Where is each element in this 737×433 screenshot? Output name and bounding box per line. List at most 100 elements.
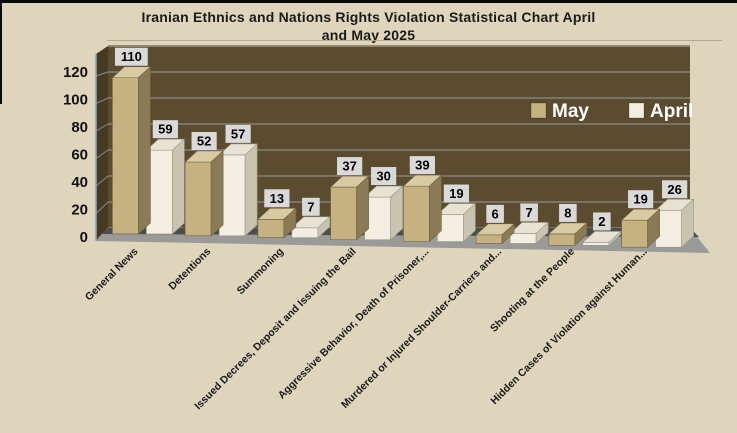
legend-may-label: May <box>552 101 589 122</box>
value-label-bar-may-1: 52 <box>197 133 211 148</box>
bar-may-6-front <box>548 233 576 246</box>
bar-april-3 <box>363 185 404 241</box>
bar-april-6-front <box>582 242 610 246</box>
left-wall-gridline-20 <box>95 201 109 214</box>
value-label-bar-april-0: 59 <box>158 122 172 137</box>
bar-may-1 <box>184 150 224 237</box>
legend-may-swatch <box>530 102 547 119</box>
bar-may-5-front <box>475 234 503 244</box>
value-label-bar-april-7: 26 <box>667 182 681 197</box>
bar-april-2-side <box>317 216 331 239</box>
category-label-4: Aggressive Behavior, Death of Prisoner,.… <box>276 246 432 402</box>
y-tick-label-0: 0 <box>80 229 88 246</box>
bar-april-3-side <box>390 185 403 241</box>
y-tick-label-80: 80 <box>71 119 88 136</box>
value-label-bar-april-1-box <box>225 124 251 143</box>
value-label-bar-may-2-box <box>264 189 290 208</box>
left-border-fragment <box>0 0 2 104</box>
bar-may-6-side <box>574 222 588 246</box>
value-label-bar-may-3: 37 <box>342 159 356 174</box>
category-label-0: General News <box>83 246 141 304</box>
legend-april-label: April <box>650 101 693 122</box>
left-wall-gridline-60 <box>95 149 109 159</box>
value-label-bar-may-6: 8 <box>564 205 571 220</box>
value-label-bar-april-3: 30 <box>376 169 390 184</box>
bar-april-7 <box>654 198 695 248</box>
value-label-bar-may-0-box <box>114 47 148 66</box>
value-label-bar-may-6-box <box>559 203 577 222</box>
value-label-bar-may-0: 110 <box>121 49 142 64</box>
bar-april-2 <box>291 216 331 239</box>
left-wall-gridline-80 <box>95 123 109 132</box>
value-label-bar-april-5-box <box>520 203 538 222</box>
chart-title: Iranian Ethnics and Nations Rights Viola… <box>0 8 737 44</box>
bar-may-7 <box>620 208 661 248</box>
category-label-6: Shooting at the People <box>488 246 577 335</box>
value-label-bar-april-2-box <box>302 197 320 216</box>
value-label-bar-april-4: 19 <box>449 186 463 201</box>
bar-april-2-front <box>291 227 319 239</box>
bar-may-3 <box>329 175 370 241</box>
bar-may-4-side <box>429 174 442 243</box>
value-label-bar-april-4-box <box>443 184 469 203</box>
bar-april-7-side <box>681 198 694 248</box>
bar-may-4 <box>402 174 443 243</box>
value-label-bar-april-2: 7 <box>307 199 314 214</box>
chart-title-line1: Iranian Ethnics and Nations Rights Viola… <box>141 9 596 25</box>
bar-may-0-front <box>112 77 139 235</box>
chart-title-line2: and May 2025 <box>321 27 416 43</box>
bar-may-2 <box>257 207 297 239</box>
value-label-bar-april-6: 2 <box>598 214 605 229</box>
bar-april-6-side <box>608 230 622 246</box>
y-tick-label-40: 40 <box>71 174 88 191</box>
bar-may-0 <box>111 66 152 235</box>
value-label-bar-may-4: 39 <box>415 158 429 173</box>
bar-may-7-front <box>621 219 648 248</box>
value-label-bar-may-5: 6 <box>492 206 499 221</box>
left-wall-gridline-100 <box>95 97 109 104</box>
value-label-bar-april-3-box <box>371 167 397 186</box>
bar-april-5-side <box>535 221 549 245</box>
bar-april-4-side <box>463 202 476 243</box>
value-label-bar-april-5: 7 <box>526 205 533 220</box>
value-label-bar-may-7-box <box>628 190 654 209</box>
y-tick-label-120: 120 <box>63 64 88 81</box>
bar-may-1-side <box>210 150 224 237</box>
bar-april-1-side <box>244 143 258 237</box>
top-border <box>0 0 737 3</box>
category-label-3: Issued Decrees, Deposit and Issuing the … <box>192 246 359 413</box>
bar-april-0-side <box>172 138 185 235</box>
value-label-bar-april-0-box <box>152 120 178 139</box>
value-label-bar-april-7-box <box>662 180 688 199</box>
y-tick-label-60: 60 <box>71 147 88 164</box>
category-label-5: Murdered or Injured Shoulder-Carriers an… <box>339 246 504 411</box>
y-tick-label-100: 100 <box>63 92 88 109</box>
value-label-bar-april-6-box <box>593 212 611 231</box>
category-label-7: Hidden Cases of Violation against Human.… <box>488 246 649 407</box>
bar-may-4-front <box>403 185 430 242</box>
left-wall <box>96 46 108 241</box>
bar-may-0-side <box>138 66 151 235</box>
bar-may-2-side <box>283 207 297 239</box>
bar-may-5 <box>475 223 515 245</box>
value-label-bar-may-3-box <box>337 157 363 176</box>
value-label-bar-may-7: 19 <box>633 192 647 207</box>
value-label-bar-may-5-box <box>486 204 504 223</box>
legend-april-swatch <box>628 102 645 119</box>
category-label-1: Detentions <box>166 246 213 293</box>
bar-may-1-front <box>184 161 212 237</box>
left-wall-gridline-40 <box>95 175 109 187</box>
bar-april-1 <box>218 143 258 237</box>
bar-may-7-side <box>647 208 660 248</box>
bar-april-5-front <box>509 233 537 244</box>
bar-april-4 <box>436 202 477 243</box>
bar-april-6 <box>582 230 622 246</box>
value-label-bar-may-2: 13 <box>270 191 284 206</box>
bar-may-6 <box>548 222 588 246</box>
category-label-2: Summoning <box>235 246 286 297</box>
bar-may-3-side <box>356 175 369 241</box>
bar-may-5-side <box>501 223 515 245</box>
value-label-bar-april-1: 57 <box>231 126 245 141</box>
